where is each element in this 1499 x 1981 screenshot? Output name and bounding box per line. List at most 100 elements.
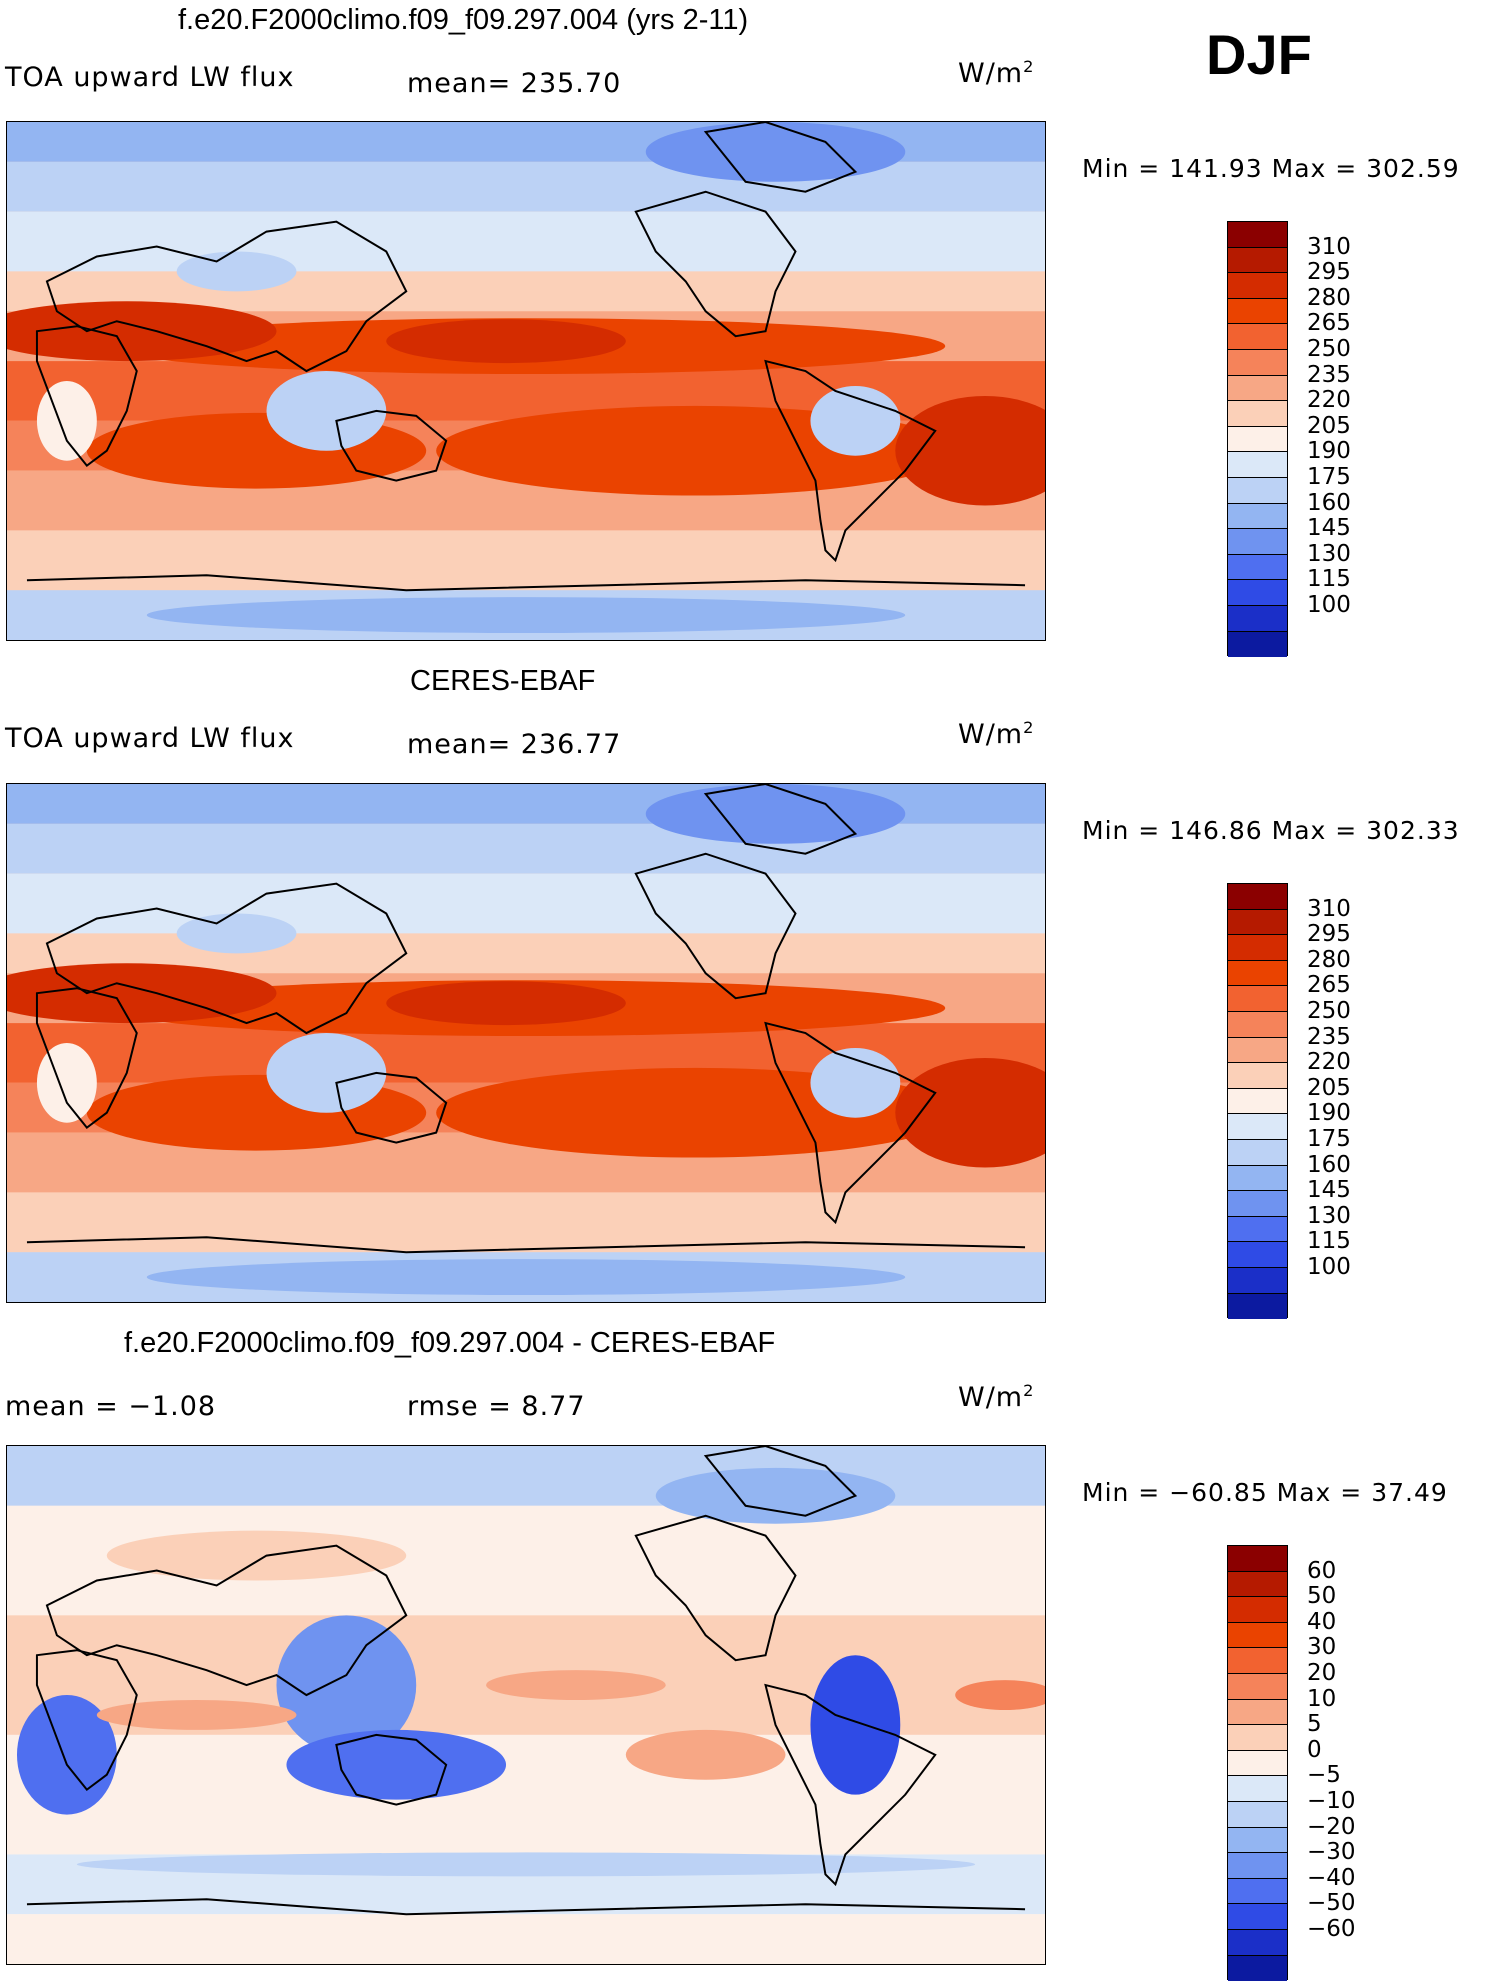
contour-region — [147, 597, 906, 633]
contour-region — [267, 371, 387, 451]
colorbar-tick-label: 5 — [1307, 1711, 1322, 1737]
colorbar-tick-label: 20 — [1307, 1660, 1336, 1686]
colorbar-box — [1228, 1751, 1287, 1777]
colorbar-box — [1228, 1776, 1287, 1802]
panel-1-variable-label: TOA upward LW flux — [5, 62, 295, 93]
colorbar-tick-label: 205 — [1307, 1075, 1351, 1101]
colorbar-tick-label: 0 — [1307, 1737, 1322, 1763]
colorbar-tick-label: 190 — [1307, 438, 1351, 464]
colorbar-box — [1228, 273, 1287, 299]
contour-band — [7, 162, 1045, 212]
colorbar-tick-label: −50 — [1307, 1890, 1356, 1916]
colorbar-box — [1228, 961, 1287, 987]
colorbar-tick-label: 160 — [1307, 1152, 1351, 1178]
colorbar-tick-label: 310 — [1307, 234, 1351, 260]
colorbar-tick-label: −30 — [1307, 1839, 1356, 1865]
colorbar-box — [1228, 1623, 1287, 1649]
colorbar-tick-label: 295 — [1307, 921, 1351, 947]
colorbar-tick-label: 40 — [1307, 1609, 1336, 1635]
panel-2-variable-label: TOA upward LW flux — [5, 723, 295, 754]
colorbar-box — [1228, 1268, 1287, 1294]
panel-3-colorbar — [1227, 1545, 1288, 1980]
colorbar-tick-label: 220 — [1307, 387, 1351, 413]
colorbar-tick-label: −5 — [1307, 1762, 1341, 1788]
colorbar-box — [1228, 504, 1287, 530]
contour-region — [107, 1531, 406, 1581]
contour-band — [7, 1914, 1045, 1964]
colorbar-box — [1228, 1089, 1287, 1115]
colorbar-box — [1228, 529, 1287, 555]
colorbar-box — [1228, 1038, 1287, 1064]
contour-region — [656, 1468, 896, 1524]
colorbar-box — [1228, 1063, 1287, 1089]
contour-band — [7, 212, 1045, 272]
contour-band — [7, 874, 1045, 934]
contour-region — [97, 1700, 297, 1730]
colorbar-box — [1228, 401, 1287, 427]
colorbar-tick-label: 10 — [1307, 1686, 1336, 1712]
contour-region — [77, 1852, 975, 1876]
panel-2-title: CERES-EBAF — [410, 665, 595, 698]
colorbar-tick-label: −20 — [1307, 1814, 1356, 1840]
panel-2-map — [6, 783, 1046, 1303]
colorbar-tick-label: −10 — [1307, 1788, 1356, 1814]
contour-region — [286, 1730, 506, 1800]
colorbar-box — [1228, 1904, 1287, 1930]
colorbar-box — [1228, 1114, 1287, 1140]
panel-1-mean-label: mean= 235.70 — [407, 68, 621, 99]
panel-3-minmax: Min = −60.85 Max = 37.49 — [1082, 1478, 1448, 1507]
colorbar-box — [1228, 478, 1287, 504]
colorbar-tick-label: 205 — [1307, 413, 1351, 439]
colorbar-tick-label: −40 — [1307, 1865, 1356, 1891]
colorbar-box — [1228, 1572, 1287, 1598]
contour-region — [177, 252, 297, 292]
panel-2-units-label: W/m2 — [958, 719, 1034, 750]
colorbar-box — [1228, 299, 1287, 325]
contour-region — [486, 1670, 666, 1700]
contour-region — [646, 122, 906, 182]
panel-2-minmax: Min = 146.86 Max = 302.33 — [1082, 816, 1460, 845]
panel-3-mean-label: mean = −1.08 — [5, 1391, 216, 1422]
contour-region — [37, 1043, 97, 1123]
colorbar-box — [1228, 632, 1287, 658]
colorbar-tick-label: 280 — [1307, 947, 1351, 973]
colorbar-tick-label: 100 — [1307, 1254, 1351, 1280]
colorbar-box — [1228, 1956, 1287, 1981]
colorbar-tick-label: 145 — [1307, 1177, 1351, 1203]
panel-3-rmse-label: rmse = 8.77 — [407, 1391, 586, 1422]
colorbar-tick-label: 130 — [1307, 1203, 1351, 1229]
colorbar-box — [1228, 376, 1287, 402]
colorbar-tick-label: 280 — [1307, 285, 1351, 311]
panel-1-units-label: W/m2 — [958, 58, 1034, 89]
colorbar-box — [1228, 1012, 1287, 1038]
colorbar-box — [1228, 1930, 1287, 1956]
colorbar-box — [1228, 248, 1287, 274]
panel-3-map — [6, 1445, 1046, 1965]
map-svg — [7, 784, 1045, 1302]
colorbar-box — [1228, 1546, 1287, 1572]
contour-region — [626, 1730, 786, 1780]
colorbar-box — [1228, 324, 1287, 350]
colorbar-tick-label: 130 — [1307, 541, 1351, 567]
colorbar-box — [1228, 580, 1287, 606]
colorbar-box — [1228, 452, 1287, 478]
season-label: DJF — [1206, 22, 1312, 87]
colorbar-tick-label: 60 — [1307, 1558, 1336, 1584]
colorbar-box — [1228, 427, 1287, 453]
colorbar-box — [1228, 935, 1287, 961]
contour-region — [810, 1048, 900, 1118]
colorbar-box — [1228, 606, 1287, 632]
colorbar-tick-label: 265 — [1307, 972, 1351, 998]
panel-1-minmax: Min = 141.93 Max = 302.59 — [1082, 154, 1460, 183]
colorbar-box — [1228, 1648, 1287, 1674]
panel-1-map — [6, 121, 1046, 641]
panel-3-title: f.e20.F2000climo.f09_f09.297.004 - CERES… — [124, 1327, 775, 1360]
colorbar-box — [1228, 1166, 1287, 1192]
colorbar-box — [1228, 1828, 1287, 1854]
colorbar-tick-label: 100 — [1307, 592, 1351, 618]
contour-region — [810, 386, 900, 456]
contour-region — [37, 381, 97, 461]
colorbar-tick-label: 250 — [1307, 998, 1351, 1024]
colorbar-box — [1228, 884, 1287, 910]
colorbar-box — [1228, 1217, 1287, 1243]
